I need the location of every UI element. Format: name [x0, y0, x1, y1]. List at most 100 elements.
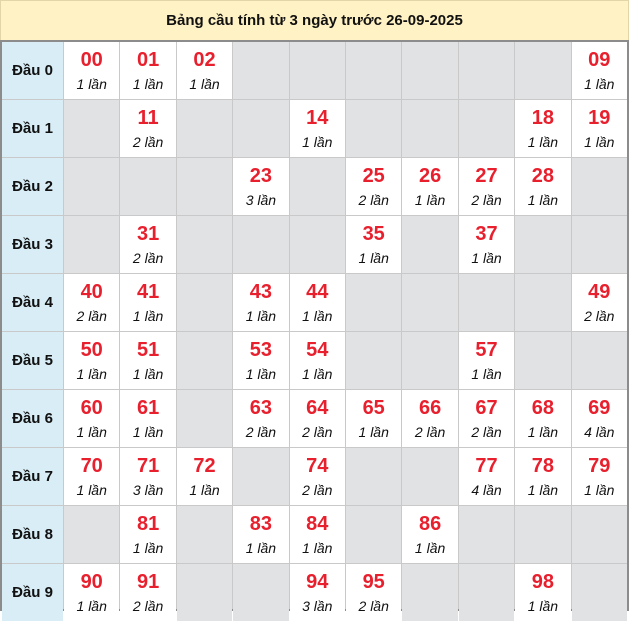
occurrence-count: 1 lần: [527, 192, 559, 208]
number-value: 70: [80, 455, 103, 477]
number-value: 01: [136, 49, 160, 71]
row-head-dau-3: Đầu 3: [2, 216, 63, 273]
number-value: 64: [306, 397, 329, 419]
number-value: 26: [418, 165, 442, 187]
empty-cell: [289, 158, 345, 215]
row-head-dau-0: Đầu 0: [2, 42, 63, 99]
empty-cell: [176, 390, 233, 447]
number-cell: 25 2 lần: [346, 158, 402, 215]
number-value: 98: [531, 571, 555, 593]
empty-cell: [402, 274, 458, 331]
empty-cell: [233, 564, 289, 621]
number-cell: 77 4 lần: [458, 448, 515, 505]
empty-cell: [515, 332, 571, 389]
empty-cell: [64, 158, 120, 215]
number-cell: 00 1 lần: [64, 42, 120, 99]
number-cell: 26 1 lần: [402, 158, 458, 215]
occurrence-count: 1 lần: [527, 424, 559, 440]
empty-cell: [571, 158, 627, 215]
number-value: 41: [136, 281, 160, 303]
row-head-dau-6: Đầu 6: [2, 390, 63, 447]
occurrence-count: 2 lần: [245, 424, 277, 440]
occurrence-count: 2 lần: [358, 598, 389, 614]
empty-cell: [571, 216, 627, 273]
occurrence-count: 1 lần: [132, 366, 164, 382]
empty-cell: [571, 332, 627, 389]
number-value: 77: [475, 455, 498, 477]
empty-cell: [458, 100, 515, 157]
occurrence-count: 1 lần: [245, 366, 277, 382]
empty-cell: [346, 448, 402, 505]
table-title: Bảng cầu tính từ 3 ngày trước 26-09-2025: [0, 0, 629, 40]
number-value: 18: [531, 107, 555, 129]
occurrence-count: 1 lần: [302, 540, 333, 556]
empty-cell: [515, 42, 571, 99]
number-cell: 27 2 lần: [458, 158, 515, 215]
number-cell: 81 1 lần: [120, 506, 176, 563]
number-cell: 74 2 lần: [289, 448, 345, 505]
occurrence-count: 1 lần: [76, 598, 107, 614]
occurrence-count: 1 lần: [584, 76, 615, 92]
number-value: 94: [306, 571, 329, 593]
occurrence-count: 1 lần: [132, 424, 164, 440]
number-value: 67: [475, 397, 498, 419]
empty-cell: [402, 42, 458, 99]
number-value: 79: [588, 455, 611, 477]
number-value: 60: [80, 397, 103, 419]
occurrence-count: 1 lần: [414, 540, 446, 556]
number-cell: 35 1 lần: [346, 216, 402, 273]
occurrence-count: 1 lần: [527, 598, 559, 614]
number-value: 78: [531, 455, 555, 477]
number-value: 53: [249, 339, 273, 361]
occurrence-count: 1 lần: [245, 308, 277, 324]
occurrence-count: 2 lần: [132, 134, 164, 150]
number-cell: 94 3 lần: [289, 564, 345, 621]
empty-cell: [64, 216, 120, 273]
occurrence-count: 1 lần: [132, 308, 164, 324]
number-value: 00: [80, 49, 103, 71]
occurrence-count: 1 lần: [414, 192, 446, 208]
number-cell: 83 1 lần: [233, 506, 289, 563]
number-value: 19: [588, 107, 611, 129]
empty-cell: [346, 42, 402, 99]
empty-cell: [571, 564, 627, 621]
row-head-dau-5: Đầu 5: [2, 332, 63, 389]
empty-cell: [289, 42, 345, 99]
occurrence-count: 2 lần: [471, 424, 502, 440]
number-cell: 01 1 lần: [120, 42, 176, 99]
empty-cell: [346, 332, 402, 389]
row-head-dau-2: Đầu 2: [2, 158, 63, 215]
empty-cell: [458, 506, 515, 563]
number-cell: 68 1 lần: [515, 390, 571, 447]
number-value: 71: [136, 455, 160, 477]
number-cell: 11 2 lần: [120, 100, 176, 157]
number-value: 44: [306, 281, 329, 303]
number-value: 66: [418, 397, 442, 419]
number-cell: 72 1 lần: [176, 448, 233, 505]
occurrence-count: 1 lần: [527, 134, 559, 150]
occurrence-count: 1 lần: [76, 424, 107, 440]
number-cell: 63 2 lần: [233, 390, 289, 447]
occurrence-count: 2 lần: [76, 308, 107, 324]
empty-cell: [571, 506, 627, 563]
occurrence-count: 1 lần: [302, 366, 333, 382]
occurrence-count: 1 lần: [584, 482, 615, 498]
number-cell: 64 2 lần: [289, 390, 345, 447]
number-value: 74: [306, 455, 329, 477]
empty-cell: [176, 158, 233, 215]
row-head-dau-1: Đầu 1: [2, 100, 63, 157]
number-value: 43: [249, 281, 273, 303]
number-cell: 19 1 lần: [571, 100, 627, 157]
empty-cell: [176, 216, 233, 273]
empty-cell: [233, 448, 289, 505]
empty-cell: [176, 564, 233, 621]
occurrence-count: 1 lần: [76, 366, 107, 382]
number-cell: 66 2 lần: [402, 390, 458, 447]
empty-cell: [346, 274, 402, 331]
empty-cell: [346, 100, 402, 157]
number-value: 83: [249, 513, 273, 535]
empty-cell: [402, 564, 458, 621]
empty-cell: [120, 158, 176, 215]
number-value: 84: [306, 513, 329, 535]
number-cell: 50 1 lần: [64, 332, 120, 389]
